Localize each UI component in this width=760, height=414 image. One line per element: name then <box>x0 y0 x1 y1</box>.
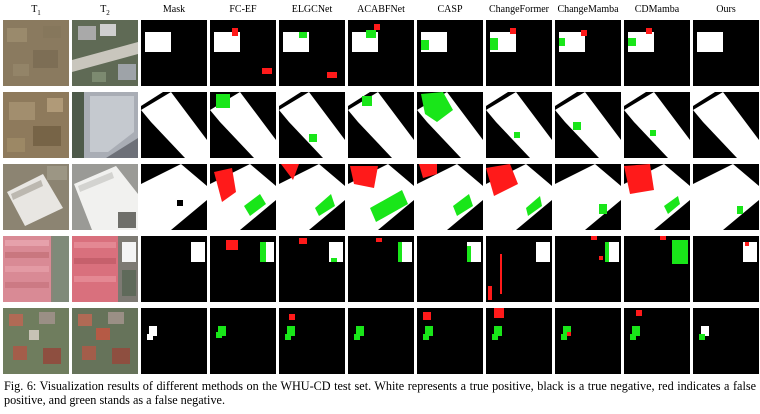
column-header-t1: T1 <box>31 4 41 17</box>
change-map-changeformer-row-4 <box>486 236 552 302</box>
aerial-image-t2-row-3 <box>72 164 138 230</box>
column-header-elgcnet: ELGCNet <box>291 4 333 15</box>
column-header-mask: Mask <box>162 4 186 15</box>
aerial-image-t1-row-5 <box>3 308 69 374</box>
change-map-casp-row-5 <box>417 308 483 374</box>
change-map-acabfnet-row-3 <box>348 164 414 230</box>
change-map-changeformer-row-3 <box>486 164 552 230</box>
change-map-casp-row-3 <box>417 164 483 230</box>
change-map-changeformer-row-2 <box>486 92 552 158</box>
column-header-casp: CASP <box>437 4 463 15</box>
change-map-casp-row-4 <box>417 236 483 302</box>
change-map-changemamba-row-2 <box>555 92 621 158</box>
change-map-acabfnet-row-2 <box>348 92 414 158</box>
change-map-mask-row-3 <box>141 164 207 230</box>
aerial-image-t1-row-2 <box>3 92 69 158</box>
aerial-image-t2-row-4 <box>72 236 138 302</box>
column-header-ours: Ours <box>716 4 736 15</box>
aerial-image-t2-row-1 <box>72 20 138 86</box>
change-map-cdmamba-row-4 <box>624 236 690 302</box>
change-map-ours-row-1 <box>693 20 759 86</box>
aerial-image-t2-row-2 <box>72 92 138 158</box>
column-header-fc-ef: FC-EF <box>229 4 257 15</box>
change-map-elgcnet-row-3 <box>279 164 345 230</box>
change-map-fc-ef-row-2 <box>210 92 276 158</box>
figure-caption: Fig. 6: Visualization results of differe… <box>4 379 756 407</box>
change-map-acabfnet-row-1 <box>348 20 414 86</box>
change-map-fc-ef-row-1 <box>210 20 276 86</box>
change-map-ours-row-4 <box>693 236 759 302</box>
aerial-image-t1-row-3 <box>3 164 69 230</box>
change-map-cdmamba-row-3 <box>624 164 690 230</box>
change-map-ours-row-3 <box>693 164 759 230</box>
change-map-cdmamba-row-2 <box>624 92 690 158</box>
column-header-changeformer: ChangeFormer <box>489 4 549 15</box>
change-map-elgcnet-row-5 <box>279 308 345 374</box>
change-map-changemamba-row-4 <box>555 236 621 302</box>
change-map-fc-ef-row-4 <box>210 236 276 302</box>
change-map-acabfnet-row-4 <box>348 236 414 302</box>
column-header-cdmamba: CDMamba <box>634 4 680 15</box>
change-map-ours-row-5 <box>693 308 759 374</box>
change-map-mask-row-2 <box>141 92 207 158</box>
change-map-mask-row-4 <box>141 236 207 302</box>
change-map-mask-row-5 <box>141 308 207 374</box>
change-map-cdmamba-row-5 <box>624 308 690 374</box>
change-map-fc-ef-row-3 <box>210 164 276 230</box>
change-map-mask-row-1 <box>141 20 207 86</box>
caption-label: Fig. 6: <box>4 379 37 393</box>
change-map-elgcnet-row-2 <box>279 92 345 158</box>
change-map-changeformer-row-5 <box>486 308 552 374</box>
change-map-elgcnet-row-4 <box>279 236 345 302</box>
change-map-casp-row-2 <box>417 92 483 158</box>
column-header-acabfnet: ACABFNet <box>357 4 405 15</box>
change-map-ours-row-2 <box>693 92 759 158</box>
change-map-elgcnet-row-1 <box>279 20 345 86</box>
change-map-cdmamba-row-1 <box>624 20 690 86</box>
aerial-image-t2-row-5 <box>72 308 138 374</box>
change-map-acabfnet-row-5 <box>348 308 414 374</box>
comparison-figure: T1 T2 Mask FC-EF ELGCNet ACABFNet CASP ChangeFo… <box>3 4 759 374</box>
change-map-changemamba-row-1 <box>555 20 621 86</box>
change-map-fc-ef-row-5 <box>210 308 276 374</box>
aerial-image-t1-row-4 <box>3 236 69 302</box>
column-header-t2: T2 <box>100 4 110 17</box>
column-header-changemamba: ChangeMamba <box>557 4 619 15</box>
change-map-changeformer-row-1 <box>486 20 552 86</box>
aerial-image-t1-row-1 <box>3 20 69 86</box>
caption-text: Visualization results of different metho… <box>4 379 756 407</box>
change-map-casp-row-1 <box>417 20 483 86</box>
change-map-changemamba-row-5 <box>555 308 621 374</box>
change-map-changemamba-row-3 <box>555 164 621 230</box>
